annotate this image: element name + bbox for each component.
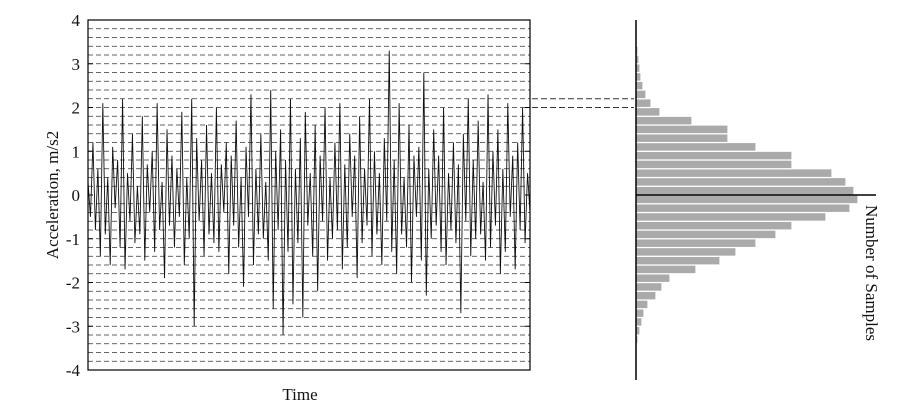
hist-bar <box>635 229 777 240</box>
hist-bar <box>635 264 697 275</box>
hist-bar <box>635 98 652 109</box>
hist-bar <box>635 106 661 117</box>
hist-bar <box>635 273 671 284</box>
x-axis-label: Time <box>282 385 317 404</box>
hist-bar <box>635 238 757 249</box>
y-tick-label: -1 <box>66 230 80 249</box>
hist-bar <box>635 290 657 301</box>
hist-bar <box>635 141 757 152</box>
hist-bar <box>635 246 737 257</box>
plot-frame <box>87 19 531 371</box>
signal-line <box>87 50 531 336</box>
y-tick-label: 1 <box>72 142 81 161</box>
hist-bar <box>635 281 663 292</box>
hist-bar <box>635 124 729 135</box>
hist-bar <box>635 80 644 91</box>
y-tick-label: 3 <box>72 55 81 74</box>
hist-bar <box>635 185 855 196</box>
hist-bar <box>635 308 645 319</box>
y-tick-label: 0 <box>72 186 81 205</box>
hist-bar <box>635 89 647 100</box>
hist-axis-label: Number of Samples <box>862 205 881 341</box>
hist-bar <box>635 133 729 144</box>
hist-bar <box>635 168 833 179</box>
hist-bar <box>635 316 643 327</box>
y-axis-label: Acceleration, m/s2 <box>43 131 62 259</box>
hist-bar <box>635 255 721 266</box>
hist-bar <box>635 150 793 161</box>
hist-bar <box>635 211 827 222</box>
y-tick-label: -3 <box>66 317 80 336</box>
hist-bar <box>635 220 793 231</box>
hist-bar <box>635 299 649 310</box>
hist-bar <box>635 159 793 170</box>
y-tick-label: -2 <box>66 274 80 293</box>
y-tick-label: 2 <box>72 99 81 118</box>
hist-bar <box>635 203 851 214</box>
y-tick-label: 4 <box>72 11 81 30</box>
hist-bar <box>635 194 859 205</box>
y-tick-label: -4 <box>66 361 81 380</box>
hist-bar <box>635 176 847 187</box>
hist-bar <box>635 115 693 126</box>
